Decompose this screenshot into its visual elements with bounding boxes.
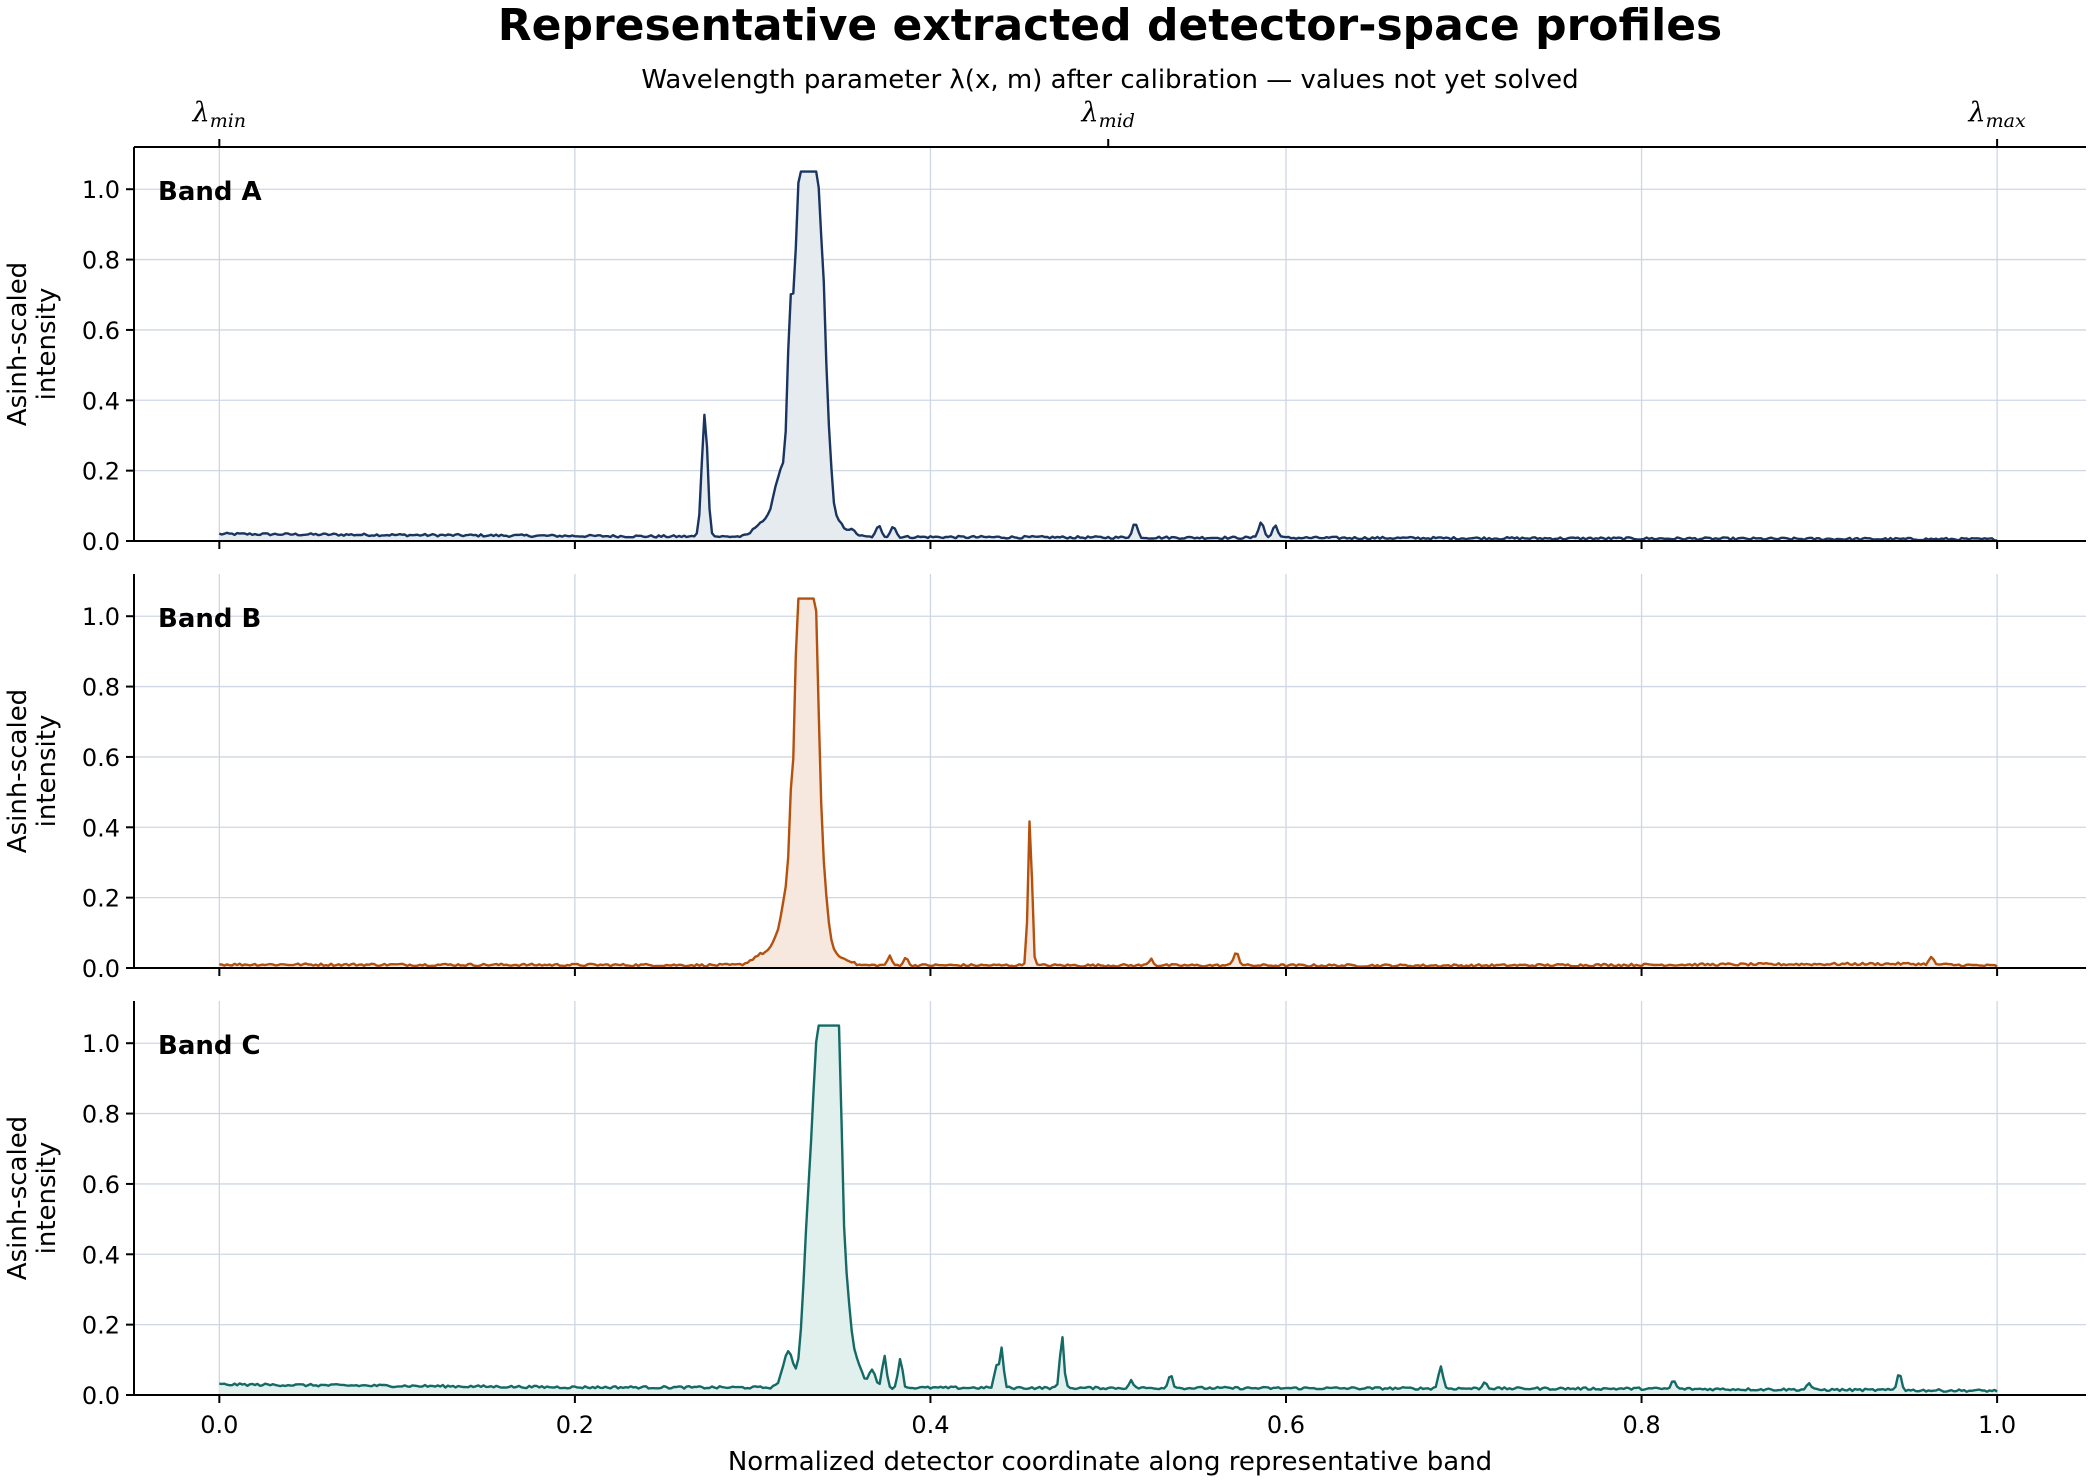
top-axis-label: Wavelength parameter λ(x, m) after calib… xyxy=(641,65,1578,95)
top-tick-subscript: max xyxy=(1986,110,2026,132)
x-tick-label: 0.6 xyxy=(1267,1411,1305,1439)
band-label: Band B xyxy=(158,604,261,634)
chart-title: Representative extracted detector-space … xyxy=(498,0,1723,51)
y-tick-label: 0.6 xyxy=(82,744,120,772)
y-axis-label-line: Asinh-scaled xyxy=(3,689,33,853)
y-tick-label: 0.0 xyxy=(82,528,120,556)
panel-3: 0.0 0.2 0.4 0.6 0.8 1.0 0.0 0.2 0.4 0.6 0.8 1.0 Band… xyxy=(3,1001,2086,1439)
band-label: Band A xyxy=(158,177,262,207)
x-tick-label: 0.4 xyxy=(911,1411,949,1439)
panel-2: 0.0 0.2 0.4 0.6 0.8 1.0 Band B Asinh-scaledinte… xyxy=(3,574,2086,983)
x-tick-label: 0.8 xyxy=(1622,1411,1660,1439)
x-tick-label: 0.2 xyxy=(556,1411,594,1439)
series-line xyxy=(218,170,1998,542)
y-axis-label-line: intensity xyxy=(32,1142,62,1255)
top-tick-symbol: λ xyxy=(1968,97,1986,128)
series-area xyxy=(219,1025,1998,1395)
y-tick-label: 0.8 xyxy=(82,247,120,275)
y-tick-label: 0.2 xyxy=(82,458,120,486)
y-tick-label: 0.8 xyxy=(82,1101,120,1129)
panel-1: 0.0 0.2 0.4 0.6 0.8 1.0 Band A Asinh-scaledinte… xyxy=(3,146,2086,556)
y-tick-label: 1.0 xyxy=(82,176,120,204)
series-line xyxy=(219,1024,1998,1393)
band-label: Band C xyxy=(158,1031,261,1061)
y-tick-label: 0.0 xyxy=(82,955,120,983)
y-tick-label: 0.0 xyxy=(82,1382,120,1410)
x-tick-label: 1.0 xyxy=(1978,1411,2016,1439)
series-area xyxy=(219,171,1998,541)
y-axis-label: Asinh-scaledintensity xyxy=(3,1116,62,1280)
y-tick-label: 0.2 xyxy=(82,1312,120,1340)
top-tick-label: λmax xyxy=(1968,97,2026,132)
y-axis-label-line: Asinh-scaled xyxy=(3,1116,33,1280)
y-tick-label: 1.0 xyxy=(82,1030,120,1058)
top-tick-subscript: min xyxy=(210,110,246,132)
y-tick-label: 0.6 xyxy=(82,1171,120,1199)
top-tick-subscript: mid xyxy=(1099,110,1135,132)
x-tick-label: 0.0 xyxy=(200,1411,238,1439)
y-tick-label: 0.8 xyxy=(82,674,120,702)
series-area xyxy=(219,598,1998,968)
y-axis-label-line: intensity xyxy=(32,715,62,828)
series-line xyxy=(219,597,1998,968)
y-tick-label: 0.4 xyxy=(82,814,120,842)
plot-area: 0.00.20.40.60.81.0 Band AAsinh-scaledinte… xyxy=(3,97,2086,1439)
y-tick-label: 0.4 xyxy=(82,387,120,415)
y-tick-label: 0.2 xyxy=(82,885,120,913)
top-tick-symbol: λ xyxy=(1081,97,1099,128)
x-axis-label: Normalized detector coordinate along rep… xyxy=(728,1447,1492,1477)
top-tick-symbol: λ xyxy=(192,97,210,128)
y-tick-label: 1.0 xyxy=(82,603,120,631)
y-axis-label: Asinh-scaledintensity xyxy=(3,262,62,426)
y-tick-label: 0.4 xyxy=(82,1241,120,1269)
top-tick-label: λmid xyxy=(1081,97,1135,132)
y-axis-label-line: intensity xyxy=(32,288,62,401)
y-axis-label: Asinh-scaledintensity xyxy=(3,689,62,853)
y-axis-label-line: Asinh-scaled xyxy=(3,262,33,426)
top-tick-label: λmin xyxy=(192,97,246,132)
y-tick-label: 0.6 xyxy=(82,317,120,345)
